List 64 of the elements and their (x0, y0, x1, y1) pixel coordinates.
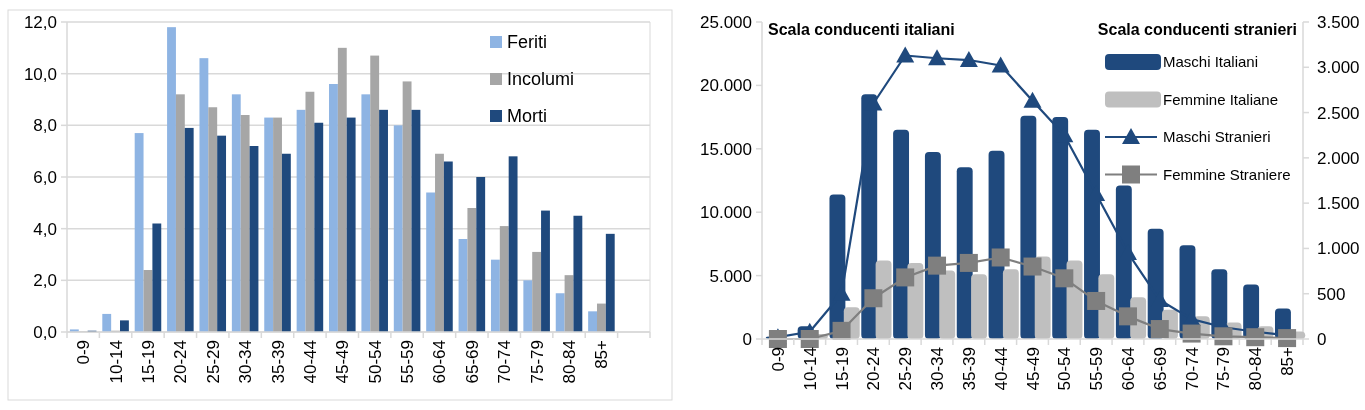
x-tick-label: 10-14 (800, 347, 820, 391)
legend-label: Maschi Italiani (1163, 53, 1259, 71)
x-tick-label: 60-64 (430, 340, 450, 384)
x-tick-label: 30-34 (928, 347, 948, 391)
y-tick-label: 20.000 (700, 76, 752, 96)
x-tick-label: 35-39 (959, 347, 979, 391)
y-tick-label: 10,0 (23, 64, 57, 84)
legend-label: Femmine Italiane (1163, 90, 1279, 108)
x-tick-label: 80-84 (560, 340, 580, 384)
y-tick-label: 2,0 (33, 271, 57, 291)
x-tick-label: 20-24 (171, 340, 191, 384)
x-tick-label: 25-29 (203, 340, 223, 384)
legend-label: Femmine Straniere (1163, 165, 1291, 183)
y-tick-label: 5.000 (709, 266, 752, 286)
x-tick-label: 55-59 (398, 340, 418, 384)
y2-tick-label: 0 (1317, 329, 1327, 349)
x-tick-label: 70-74 (1182, 347, 1202, 391)
y2-tick-label: 2.000 (1317, 148, 1360, 168)
y-tick-label: 25.000 (700, 12, 752, 32)
x-tick-label: 40-44 (300, 340, 320, 384)
y-tick-label: 10.000 (700, 203, 752, 223)
x-tick-label: 65-69 (462, 340, 482, 384)
x-tick-label: 0-9 (74, 340, 94, 365)
x-tick-label: 35-39 (268, 340, 288, 384)
annotation: Scala conducenti stranieri (1097, 21, 1297, 38)
x-tick-label: 65-69 (1150, 347, 1170, 391)
legend-label: Maschi Stranieri (1163, 128, 1271, 146)
x-tick-label: 40-44 (991, 347, 1011, 391)
x-tick-label: 70-74 (495, 340, 515, 384)
x-tick-label: 45-49 (1023, 347, 1043, 391)
x-tick-label: 50-54 (365, 340, 385, 384)
x-tick-label: 0-9 (768, 347, 788, 372)
y-tick-label: 0 (742, 329, 752, 349)
y2-tick-label: 1.000 (1317, 239, 1360, 259)
legend-label: Feriti (507, 32, 547, 53)
x-tick-label: 45-49 (333, 340, 353, 384)
y-tick-label: 0,0 (33, 322, 57, 342)
y2-tick-label: 500 (1317, 284, 1346, 304)
y-tick-label: 8,0 (33, 116, 57, 136)
x-tick-label: 15-19 (832, 347, 852, 391)
x-tick-label: 75-79 (1214, 347, 1234, 391)
y-tick-label: 4,0 (33, 219, 57, 239)
x-tick-label: 60-64 (1118, 347, 1138, 391)
x-tick-label: 75-79 (527, 340, 547, 384)
x-tick-label: 30-34 (236, 340, 256, 384)
x-tick-label: 15-19 (138, 340, 158, 384)
legend-label: Morti (507, 106, 547, 127)
y2-tick-label: 1.500 (1317, 194, 1360, 214)
y-tick-label: 15.000 (700, 139, 752, 159)
y2-tick-label: 3.500 (1317, 12, 1360, 32)
y-tick-label: 6,0 (33, 167, 57, 187)
x-tick-label: 10-14 (106, 340, 126, 384)
x-tick-label: 80-84 (1246, 347, 1266, 391)
legend-label: Incolumi (507, 69, 575, 90)
x-tick-label: 50-54 (1055, 347, 1075, 391)
x-tick-label: 20-24 (864, 347, 884, 391)
y2-tick-label: 3.000 (1317, 58, 1360, 78)
x-tick-label: 85+ (592, 339, 612, 369)
x-tick-label: 85+ (1278, 346, 1298, 376)
y-tick-label: 12,0 (23, 12, 57, 32)
x-tick-label: 25-29 (896, 347, 916, 391)
annotation: Scala conducenti italiani (768, 21, 955, 38)
y2-tick-label: 2.500 (1317, 103, 1360, 123)
x-tick-label: 55-59 (1087, 347, 1107, 391)
